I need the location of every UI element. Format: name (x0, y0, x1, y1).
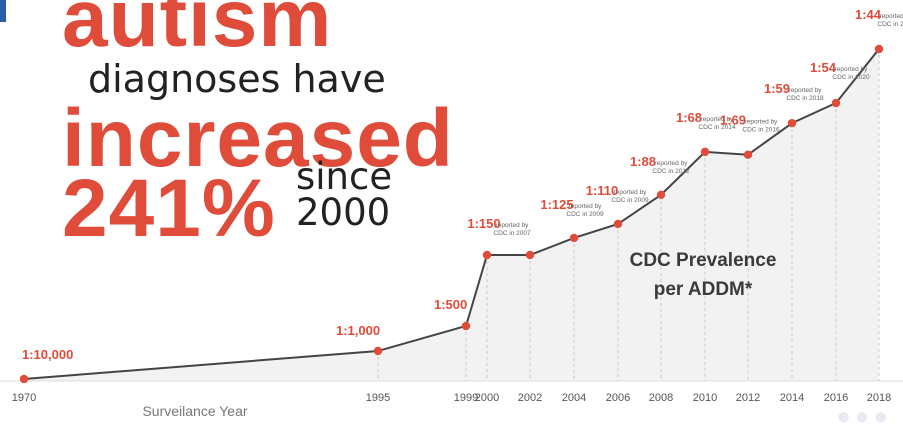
x-axis-label: Surveilance Year (142, 403, 247, 419)
x-tick-label: 2016 (824, 392, 848, 404)
watermark: ••• (837, 396, 893, 437)
data-note: reported by (880, 13, 903, 20)
data-note: CDC in 2016 (742, 127, 780, 134)
headline-percent: 241% (62, 163, 276, 254)
data-note: CDC in 2014 (698, 124, 736, 131)
data-note: CDC in 2007 (493, 230, 531, 237)
data-label: 1:110 (586, 183, 619, 198)
data-note: reported by (496, 222, 530, 229)
data-points (19, 44, 884, 384)
data-point (874, 44, 884, 54)
chart-subtitle: per ADDM* (654, 279, 753, 300)
data-label: 1:54 (810, 60, 837, 75)
vertical-guides (377, 55, 880, 381)
corner-mark (0, 0, 6, 22)
data-point (656, 190, 666, 200)
data-note: reported by (835, 66, 869, 73)
data-label: 1:88 (630, 154, 656, 169)
data-label: 1:10,000 (22, 347, 73, 362)
x-tick-label: 2018 (867, 392, 891, 404)
headline-increased: increased (62, 93, 454, 184)
data-label: 1:44 (855, 7, 882, 22)
data-label: 1:150 (467, 216, 500, 231)
data-note: CDC in 2009 (566, 211, 604, 218)
data-note: reported by (569, 203, 603, 210)
data-point (743, 150, 753, 159)
x-tick-label: 2014 (780, 392, 804, 404)
data-point (831, 98, 841, 108)
chart-title: CDC Prevalence (630, 250, 777, 271)
area-fill-path (24, 49, 879, 381)
data-note: CDC in 2018 (786, 95, 824, 102)
x-tick-label: 2010 (693, 392, 717, 404)
data-note: CDC in 2012 (652, 168, 690, 175)
x-tick-label: 2004 (562, 392, 586, 404)
headline-since: since (296, 155, 393, 198)
x-tick-label: 2008 (649, 392, 673, 404)
data-note: reported by (655, 160, 689, 167)
data-label: 1:1,000 (336, 323, 380, 338)
data-label: 1:500 (434, 297, 467, 312)
data-label: 1:69 (720, 113, 746, 128)
data-point (569, 233, 579, 243)
data-point (461, 321, 471, 331)
data-note: reported by (745, 119, 779, 126)
data-note: CDC in 2020 (832, 74, 870, 81)
headline-year: 2000 (296, 191, 391, 234)
data-point (19, 374, 29, 384)
headline-diagnoses-have: diagnoses have (88, 57, 386, 101)
data-note: CDC in 2021 (877, 21, 903, 28)
data-point (373, 346, 383, 356)
x-tick-label: 2000 (475, 392, 499, 404)
data-note: reported by (701, 116, 735, 123)
data-point (700, 147, 710, 157)
data-note: reported by (789, 87, 823, 94)
data-point (787, 118, 797, 128)
data-point (482, 250, 492, 260)
x-tick-label: 1995 (366, 392, 390, 404)
area-fill (24, 49, 879, 381)
x-tick-label: 2006 (606, 392, 630, 404)
x-tick-label: 1970 (12, 392, 36, 404)
x-tick-label: 2002 (518, 392, 542, 404)
x-tick-label: 2012 (736, 392, 760, 404)
headline-autism: autism (62, 0, 333, 64)
data-label: 1:125 (540, 197, 573, 212)
data-label: 1:68 (676, 110, 702, 125)
x-tick-label: 1999 (454, 392, 478, 404)
data-note: reported by (614, 189, 648, 196)
data-label: 1:59 (764, 81, 790, 96)
data-note: CDC in 2009 (611, 197, 649, 204)
data-point (613, 219, 623, 229)
data-point (525, 250, 535, 260)
